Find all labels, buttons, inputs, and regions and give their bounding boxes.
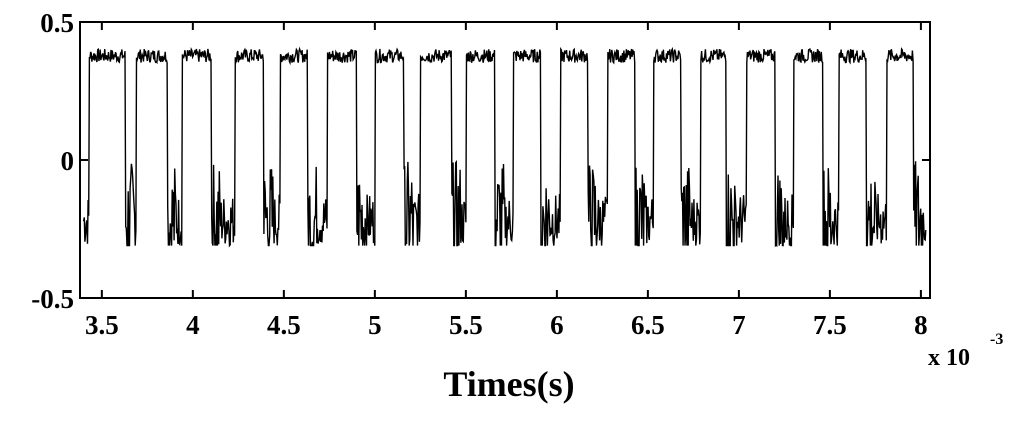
plot-content: [82, 46, 927, 248]
y-tick-label: 0.5: [40, 8, 74, 38]
x-tick-label: 5: [368, 310, 382, 340]
y-tick-label: -0.5: [31, 284, 74, 314]
plot-frame: [79, 21, 931, 299]
axis-ticks: 3.5 4 4.5 5 5.5 6 6.5 7 7.5 8 0.5 0 -0.5: [31, 8, 930, 340]
x-tick-label: 4.5: [267, 310, 301, 340]
y-tick-label: 0: [61, 146, 75, 176]
x-axis-multiplier-exponent: -3: [990, 331, 1003, 348]
x-tick-label: 5.5: [449, 310, 483, 340]
x-axis-title: Times(s): [443, 364, 574, 404]
series-line: [82, 46, 927, 248]
x-tick-label: 3.5: [85, 310, 119, 340]
x-tick-label: 8: [914, 310, 928, 340]
x-tick-label: 6.5: [631, 310, 665, 340]
x-tick-label: 6: [550, 310, 564, 340]
x-tick-label: 7.5: [813, 310, 847, 340]
x-tick-label: 7: [732, 310, 746, 340]
x-axis-multiplier: x 10: [928, 345, 970, 371]
x-tick-label: 4: [186, 310, 200, 340]
